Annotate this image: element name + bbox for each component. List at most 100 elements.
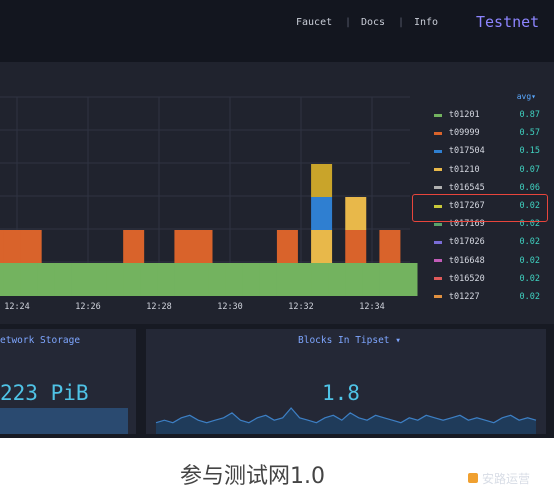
legend-item[interactable]: t01201 0.87 [428, 106, 540, 124]
storage-sparkline [0, 408, 128, 434]
tipset-sparkline [155, 407, 537, 434]
bar-segment [379, 263, 401, 296]
legend-swatch [434, 240, 442, 244]
bar-segment [276, 230, 298, 263]
legend-swatch [434, 131, 442, 135]
watermark-text: 安路运营 [482, 472, 531, 486]
sparkline-line [155, 407, 537, 424]
legend-item[interactable]: t017267 0.02 [428, 197, 540, 215]
x-tick-label: 12:32 [288, 302, 314, 312]
legend-item[interactable]: t017026 0.02 [428, 233, 540, 251]
bar-segment [71, 263, 93, 296]
bar-segment [362, 263, 384, 296]
bar-segment [157, 263, 179, 296]
legend-miner-id: t09999 [448, 128, 480, 139]
legend-item[interactable]: t017169 0.02 [428, 215, 540, 233]
bar-segment [123, 230, 145, 263]
bar-segment [174, 263, 196, 296]
bar-segment [345, 230, 367, 263]
legend-avg-value: 0.02 [519, 219, 540, 230]
bar-segment [294, 263, 315, 296]
bar-segment [396, 263, 418, 296]
bar-segment [174, 230, 196, 263]
caption-text: 参与测试网1.0 [180, 464, 325, 489]
x-tick-label: 12:26 [75, 302, 101, 312]
bar-segment [37, 263, 59, 296]
bar-segment [123, 263, 145, 296]
legend-miner-id: t017267 [448, 201, 485, 212]
legend-avg-value: 0.15 [519, 146, 540, 157]
legend-swatch [434, 113, 442, 117]
blocks-in-tipset-card: Blocks In Tipset ▾ 1.8 [146, 329, 546, 434]
legend-item[interactable]: t09999 0.57 [428, 124, 540, 142]
legend-item[interactable]: t016545 0.06 [428, 179, 540, 197]
bar-segment [345, 263, 367, 296]
bar-segment [20, 263, 42, 296]
sparkline-area [156, 408, 536, 434]
legend-miner-id: t016545 [448, 182, 485, 193]
bar-segment [311, 263, 333, 296]
legend-sort-avg[interactable]: avg▾ [516, 92, 536, 101]
chart-legend: avg▾ t01201 0.87 t09999 0.57 t017504 0.15 t012… [428, 92, 540, 306]
bar-segment [89, 263, 110, 296]
legend-swatch [434, 168, 442, 172]
legend-swatch [434, 222, 442, 226]
legend-avg-value: 0.02 [519, 237, 540, 248]
nav-separator: | [398, 17, 405, 28]
x-tick-label: 12:24 [4, 302, 30, 312]
nav-docs-link[interactable]: Docs [361, 17, 386, 28]
bar-segment [311, 230, 333, 263]
top-navigation-bar: Faucet | Docs | Info Testnet [0, 0, 554, 62]
bar-segment [379, 230, 401, 263]
legend-miner-id: t016520 [448, 273, 485, 284]
x-axis-ticks: 12:24 12:26 12:28 12:30 12:32 12:34 [4, 302, 385, 312]
highlight-box [412, 194, 548, 222]
network-storage-title: etwork Storage [0, 335, 81, 346]
bar-segment [345, 197, 367, 230]
bar-segment [259, 263, 281, 296]
legend-swatch [434, 149, 442, 153]
blocks-in-tipset-title[interactable]: Blocks In Tipset ▾ [298, 335, 401, 346]
bar-segment [3, 230, 25, 263]
stats-row: etwork Storage 223 PiB Blocks In Tipset … [0, 324, 554, 438]
bar-segment [311, 197, 333, 230]
legend-avg-value: 0.02 [519, 291, 540, 302]
nav-separator: | [345, 17, 352, 28]
legend-item[interactable]: t01227 0.02 [428, 288, 540, 306]
legend-item[interactable]: t017504 0.15 [428, 142, 540, 160]
bar-segment [276, 263, 298, 296]
legend-avg-value: 0.02 [519, 273, 540, 284]
legend-miner-id: t01201 [448, 110, 480, 121]
legend-item[interactable]: t016648 0.02 [428, 252, 540, 270]
bar-segment [242, 263, 264, 296]
bar-segment [191, 230, 213, 263]
chart-bars [0, 164, 418, 296]
bar-segment [208, 263, 230, 296]
legend-swatch [434, 204, 442, 208]
nav-faucet-link[interactable]: Faucet [296, 17, 333, 28]
bar-segment [328, 263, 350, 296]
nav-info-link[interactable]: Info [414, 17, 439, 28]
blocks-in-tipset-value: 1.8 [322, 381, 360, 405]
block-producers-chart-panel: 12:24 12:26 12:28 12:30 12:32 12:34 avg▾ t012… [0, 62, 554, 324]
legend-swatch [434, 277, 442, 281]
legend-avg-value: 0.02 [519, 201, 540, 212]
legend-miner-id: t017026 [448, 237, 485, 248]
network-storage-card: etwork Storage 223 PiB [0, 329, 136, 434]
stacked-bar-chart: 12:24 12:26 12:28 12:30 12:32 12:34 [0, 96, 418, 312]
legend-avg-value: 0.57 [519, 128, 540, 139]
x-tick-label: 12:34 [359, 302, 385, 312]
legend-item[interactable]: t016520 0.02 [428, 270, 540, 288]
x-tick-label: 12:30 [217, 302, 243, 312]
legend-miner-id: t016648 [448, 255, 485, 266]
legend-miner-id: t017169 [448, 219, 485, 230]
network-brand-label[interactable]: Testnet [476, 13, 540, 31]
bar-segment [191, 263, 213, 296]
bar-segment [106, 263, 128, 296]
legend-avg-value: 0.07 [519, 164, 540, 175]
legend-avg-value: 0.02 [519, 255, 540, 266]
bar-segment [311, 164, 333, 197]
legend-item[interactable]: t01210 0.07 [428, 161, 540, 179]
legend-avg-value: 0.06 [519, 182, 540, 193]
legend-miner-id: t01210 [448, 164, 480, 175]
